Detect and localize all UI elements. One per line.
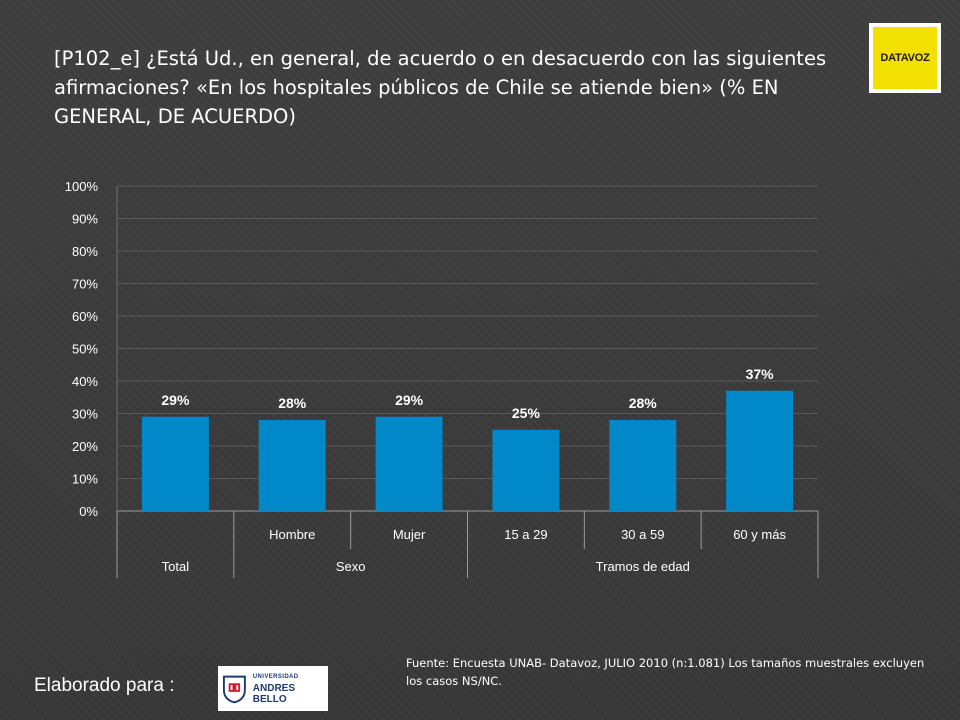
bar <box>141 416 209 511</box>
data-label: 37% <box>746 366 775 382</box>
group-label: Sexo <box>336 559 366 574</box>
x-tick-label: 30 a 59 <box>621 527 664 542</box>
source-note: Fuente: Encuesta UNAB- Datavoz, JULIO 20… <box>406 656 925 688</box>
y-tick-label: 30% <box>72 407 98 422</box>
data-label: 25% <box>512 405 541 421</box>
chart-title: [P102_e] ¿Está Ud., en general, de acuer… <box>54 47 827 128</box>
y-tick-label: 10% <box>72 472 98 487</box>
unab-logo: UNIVERSIDAD ANDRES BELLO <box>218 666 328 711</box>
datavoz-logo: DATAVOZ <box>869 23 941 93</box>
data-label: 28% <box>629 395 658 411</box>
unab-big-text: ANDRES BELLO <box>252 683 296 705</box>
y-tick-label: 70% <box>72 277 98 292</box>
x-tick-label: Mujer <box>393 527 426 542</box>
data-label: 29% <box>395 392 424 408</box>
unab-shield-icon <box>222 675 246 703</box>
y-tick-label: 90% <box>72 212 98 227</box>
bar <box>492 429 560 511</box>
bar <box>726 390 794 511</box>
y-tick-label: 60% <box>72 309 98 324</box>
y-tick-label: 50% <box>72 342 98 357</box>
datavoz-logo-text: DATAVOZ <box>873 27 937 89</box>
unab-small-text: UNIVERSIDAD <box>252 674 299 680</box>
prepared-for-label: Elaborado para : <box>34 675 175 696</box>
x-tick-label: 15 a 29 <box>504 527 547 542</box>
bar <box>375 416 443 511</box>
y-tick-label: 0% <box>79 504 98 519</box>
y-tick-label: 80% <box>72 244 98 259</box>
x-tick-label: 60 y más <box>733 527 786 542</box>
y-tick-label: 20% <box>72 439 98 454</box>
group-label: Total <box>162 559 190 574</box>
y-tick-label: 40% <box>72 374 98 389</box>
data-label: 29% <box>161 392 190 408</box>
data-label: 28% <box>278 395 307 411</box>
y-tick-label: 100% <box>65 179 99 194</box>
group-label: Tramos de edad <box>596 559 690 574</box>
bar <box>258 420 326 511</box>
bar <box>609 420 677 511</box>
x-tick-label: Hombre <box>269 527 315 542</box>
